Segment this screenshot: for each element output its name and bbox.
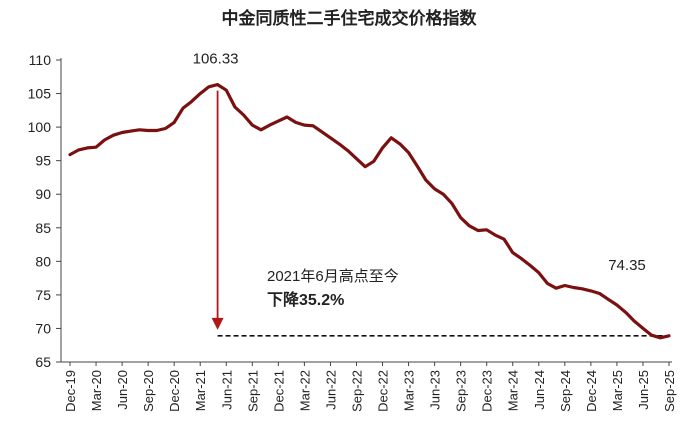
x-tick-label: Dec-21 [271,370,286,412]
x-axis: Dec-19 Mar-20 Jun-20 Sep-20 Dec-20 Mar-21 Jun-… [61,361,677,412]
y-tick-label: 75 [35,287,51,303]
x-tick-label: Dec-23 [480,370,495,412]
x-tick-label: Dec-22 [376,370,391,412]
x-tick-label: Jun-22 [323,370,338,410]
x-tick-label: Jun-21 [219,370,234,410]
x-tick-label: Sep-23 [454,370,469,412]
x-tick-label: Mar-24 [506,370,521,411]
x-tick-label: Sep-20 [141,370,156,412]
x-tick-label: Dec-24 [584,370,599,412]
y-tick-label: 80 [35,253,51,269]
x-tick-label: Jun-20 [115,370,130,410]
x-tick-label: Mar-20 [89,370,104,411]
x-tick-label: Sep-22 [349,370,364,412]
x-tick-label: Sep-24 [558,370,573,412]
y-tick-label: 105 [28,86,52,102]
y-axis: 65 70 75 80 85 90 95 100 105 110 [28,52,62,370]
y-tick-label: 65 [35,354,51,370]
y-tick-label: 110 [29,52,52,68]
x-tick-label: Mar-23 [402,370,417,411]
x-tick-label: Dec-19 [63,370,78,412]
y-tick-label: 95 [35,153,51,169]
x-tick-label: Mar-21 [193,370,208,411]
series-line [68,83,671,340]
y-tick-label: 70 [35,320,51,336]
data-labels: 106.33 74.35 [193,51,646,274]
data-label: 106.33 [193,51,239,68]
annotation-line-1: 2021年6月高点至今 [267,268,399,285]
x-tick-label: Sep-21 [245,370,260,412]
x-tick-label: Mar-25 [610,370,625,411]
x-tick-label: Mar-22 [297,370,312,411]
data-label: 74.35 [608,257,646,274]
drop-arrow [211,90,224,330]
x-tick-label: Jun-24 [532,370,547,410]
y-tick-label: 100 [28,119,52,135]
y-tick-label: 90 [35,186,51,202]
x-tick-label: Sep-25 [662,370,677,412]
y-tick-label: 85 [35,220,51,236]
x-tick-label: Jun-25 [636,370,651,410]
arrow-head [211,317,224,330]
x-tick-label: Jun-23 [428,370,443,410]
x-tick-label: Dec-20 [167,370,182,412]
annotation-line-2: 下降35.2% [267,290,344,309]
chart-title: 中金同质性二手住宅成交价格指数 [222,8,478,28]
